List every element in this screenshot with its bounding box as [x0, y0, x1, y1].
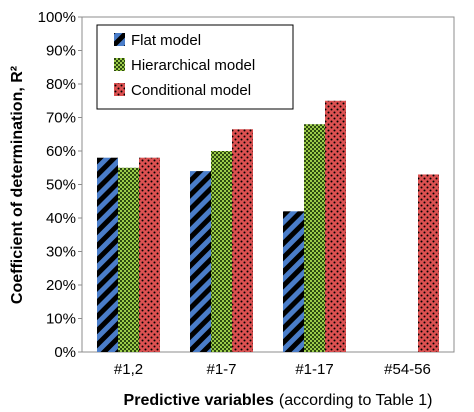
y-tick-label: 60%	[46, 143, 76, 160]
legend-label: Conditional model	[131, 82, 251, 99]
y-tick-label: 0%	[54, 344, 76, 361]
x-tick-label: #1,2	[114, 361, 143, 378]
y-tick-label: 80%	[46, 76, 76, 93]
y-axis-tick-labels: 0% 10% 20% 30% 40% 50% 60% 70% 80% 90% 100%	[38, 9, 82, 361]
legend-label: Hierarchical model	[131, 57, 255, 74]
x-tick-label: #1-7	[206, 361, 236, 378]
bar-flat-model	[97, 157, 118, 352]
legend: Flat model Hierarchical model Conditional …	[96, 24, 294, 110]
y-tick-label: 10%	[46, 311, 76, 328]
y-axis-title: Coefficient of determination, R²	[9, 66, 26, 304]
legend-label: Flat model	[131, 32, 201, 49]
y-tick-label: 30%	[46, 244, 76, 261]
y-tick-label: 20%	[46, 277, 76, 294]
bar-hierarchical-model	[118, 167, 139, 352]
x-tick-label: #1-17	[295, 361, 333, 378]
y-tick-label: 40%	[46, 210, 76, 227]
bar-flat-model	[190, 171, 211, 352]
legend-swatch	[114, 58, 125, 71]
bars	[97, 100, 439, 352]
x-tick-label: #54-56	[384, 361, 431, 378]
y-tick-label: 90%	[46, 43, 76, 60]
bar-conditional-model	[418, 174, 439, 352]
x-axis-tick-labels: #1,2 #1-7 #1-17 #54-56	[114, 361, 431, 378]
x-axis-title-bold: Predictive variables	[124, 392, 274, 409]
bar-hierarchical-model	[211, 151, 232, 352]
bar-hierarchical-model	[304, 124, 325, 352]
bar-conditional-model	[139, 157, 160, 352]
y-tick-label: 50%	[46, 177, 76, 194]
bar-flat-model	[283, 211, 304, 352]
y-tick-label: 70%	[46, 110, 76, 127]
x-axis-title: Predictive variables (according to Table …	[124, 392, 433, 409]
y-tick-label: 100%	[38, 9, 76, 26]
legend-box	[96, 24, 294, 110]
bar-conditional-model	[325, 100, 346, 352]
x-axis-title-normal: (according to Table 1)	[279, 392, 433, 409]
bar-conditional-model	[232, 129, 253, 352]
legend-swatch	[114, 83, 125, 96]
legend-swatch	[114, 33, 125, 46]
